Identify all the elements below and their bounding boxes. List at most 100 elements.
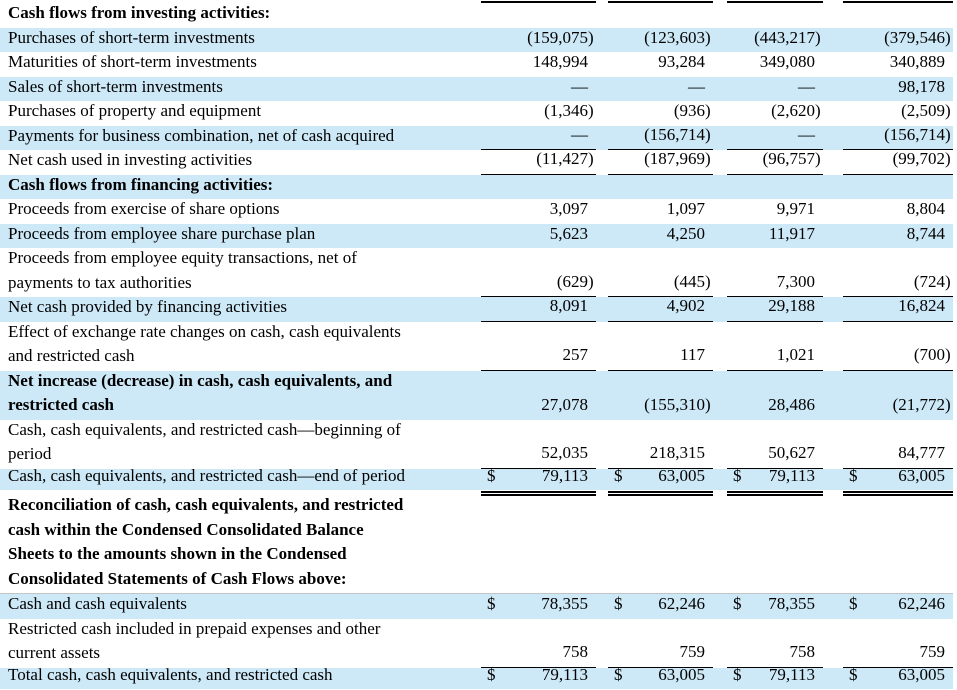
- value-cell: 340,889: [843, 52, 953, 77]
- value-text: (2,620): [771, 99, 823, 124]
- value-text: 758: [562, 642, 589, 661]
- value-text: (1,346): [544, 99, 596, 124]
- paren-slot: ): [588, 27, 594, 47]
- paren-slot: ): [815, 149, 821, 168]
- value-cell: (159,075): [481, 28, 596, 53]
- table-row: Restricted cash included in prepaid expe…: [0, 619, 953, 668]
- row-label: Net increase (decrease) in cash, cash eq…: [8, 370, 393, 415]
- row-label: Cash flows from financing activities:: [8, 174, 274, 194]
- paren-slot: ): [588, 101, 594, 120]
- value-text: (96,757): [763, 147, 823, 172]
- value-cell: (443,217): [727, 28, 823, 53]
- value-text: (629): [557, 270, 596, 295]
- value-text: 8,804: [906, 199, 945, 218]
- value-cell: (187,969): [608, 147, 713, 175]
- value-cell: [481, 3, 596, 28]
- value-text: —: [688, 76, 705, 96]
- value-cell: 4,250: [608, 224, 713, 249]
- value-text: 759: [919, 642, 946, 661]
- value-cell: [608, 3, 713, 28]
- value-text: (159,075): [527, 26, 596, 51]
- value-text: 63,005: [658, 664, 705, 684]
- row-label: Cash, cash equivalents, and restricted c…: [8, 465, 406, 485]
- table-row: Cash, cash equivalents, and restricted c…: [0, 465, 953, 491]
- value-cell: [481, 496, 596, 593]
- value-text: (379,546): [884, 26, 953, 51]
- table-row: Net increase (decrease) in cash, cash eq…: [0, 370, 953, 420]
- row-label: Effect of exchange rate changes on cash,…: [8, 321, 401, 366]
- dollar-sign: $: [614, 594, 623, 613]
- value-text: (445): [674, 270, 713, 295]
- value-text: 3,097: [549, 199, 588, 218]
- table-row: Cash flows from financing activities:: [0, 174, 953, 200]
- table-row: Maturities of short-term investments 148,…: [0, 52, 953, 77]
- value-text: (724): [914, 270, 953, 295]
- value-cell: 16,824: [843, 296, 953, 322]
- value-text: 4,902: [666, 296, 705, 315]
- row-label: Purchases of property and equipment: [8, 101, 262, 120]
- value-text: 340,889: [889, 52, 945, 71]
- dollar-sign: $: [733, 594, 742, 613]
- table-row: Cash and cash equivalents $78,355 $62,246 $…: [0, 593, 953, 619]
- paren-slot: ): [705, 149, 711, 168]
- paren-slot: ): [945, 345, 951, 364]
- value-cell: —: [727, 77, 823, 102]
- paren-slot: ): [945, 395, 951, 414]
- row-label: Cash, cash equivalents, and restricted c…: [8, 419, 401, 464]
- row-label: Maturities of short-term investments: [8, 52, 257, 71]
- dollar-sign: $: [733, 664, 742, 684]
- value-text: 257: [562, 345, 589, 364]
- value-cell: (445): [608, 248, 713, 297]
- value-cell: [727, 496, 823, 593]
- value-text: (936): [674, 99, 713, 124]
- value-cell: [727, 0, 823, 3]
- value-cell: 29,188: [727, 296, 823, 322]
- value-cell: [843, 0, 953, 3]
- paren-slot: ): [815, 27, 821, 47]
- paren-slot: ): [588, 271, 594, 291]
- value-cell: 759: [843, 619, 953, 668]
- paren-slot: ): [945, 124, 951, 144]
- value-text: 79,113: [768, 664, 815, 684]
- table-row: Reconciliation of cash, cash equivalents…: [0, 495, 953, 593]
- value-text: 5,623: [549, 223, 588, 243]
- value-text: (443,217): [754, 26, 823, 51]
- value-cell: [843, 3, 953, 28]
- row-label: Cash flows from investing activities:: [8, 3, 271, 22]
- value-text: 16,824: [898, 296, 945, 315]
- value-text: 117: [680, 345, 705, 364]
- value-cell: (156,714): [843, 124, 953, 150]
- row-label: Reconciliation of cash, cash equivalents…: [8, 495, 404, 588]
- value-cell: [843, 496, 953, 593]
- value-text: 29,188: [768, 296, 815, 315]
- dollar-sign: $: [487, 594, 496, 613]
- table-row: Sales of short-term investments — — — 98,178: [0, 76, 953, 102]
- value-cell: (629): [481, 248, 596, 297]
- value-cell: (21,772): [843, 371, 953, 420]
- value-cell: 27,078: [481, 371, 596, 420]
- value-text: (187,969): [644, 147, 713, 172]
- value-text: 27,078: [541, 395, 588, 414]
- row-label: Payments for business combination, net o…: [8, 125, 395, 145]
- paren-slot: ): [705, 101, 711, 120]
- row-label: Net cash used in investing activities: [8, 150, 253, 169]
- value-text: —: [798, 76, 815, 96]
- value-cell: [608, 0, 713, 3]
- value-cell: —: [481, 125, 596, 150]
- value-cell: (724): [843, 248, 953, 297]
- top-rule-row: [0, 0, 953, 3]
- value-text: 79,113: [541, 664, 588, 684]
- value-text: (156,714): [644, 123, 713, 148]
- value-cell: $63,005: [608, 466, 713, 491]
- value-cell: 218,315: [608, 420, 713, 469]
- value-cell: 3,097: [481, 199, 596, 224]
- value-cell: [608, 496, 713, 593]
- dollar-sign: $: [849, 664, 858, 684]
- dollar-sign: $: [487, 664, 496, 684]
- value-cell: [608, 175, 713, 200]
- value-cell: (2,620): [727, 101, 823, 126]
- value-text: 759: [679, 642, 706, 661]
- value-cell: [843, 175, 953, 200]
- value-text: 4,250: [666, 223, 705, 243]
